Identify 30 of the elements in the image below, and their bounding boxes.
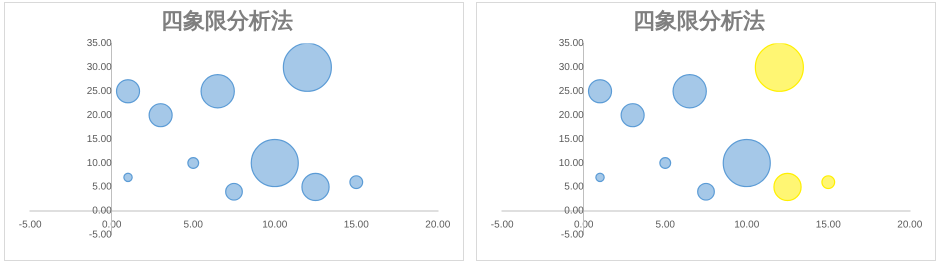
x-tick-label: 5.00	[184, 220, 204, 231]
x-tick-label: -5.00	[18, 220, 42, 231]
chart-title: 四象限分析法	[161, 8, 293, 34]
x-tick-label: 20.00	[425, 220, 451, 231]
chart-title: 四象限分析法	[633, 8, 765, 34]
y-tick-label: 10.00	[558, 158, 584, 169]
y-tick-label: 35.00	[86, 38, 112, 50]
y-tick-label: 0.00	[92, 206, 112, 217]
y-tick-label: 25.00	[86, 86, 112, 97]
y-tick-label: 5.00	[564, 182, 584, 193]
x-tick-label: 15.00	[344, 220, 370, 231]
x-tick-label: -5.00	[490, 220, 514, 231]
x-tick-label: 5.00	[656, 220, 676, 231]
y-tick-label: -5.00	[88, 230, 112, 241]
x-tick-label: 20.00	[897, 220, 923, 231]
y-tick-label: 25.00	[558, 86, 584, 97]
y-tick-label: 5.00	[92, 182, 112, 193]
x-tick-label: 10.00	[734, 220, 760, 231]
y-tick-label: 20.00	[558, 110, 584, 121]
x-tick-label: 10.00	[262, 220, 288, 231]
x-tick-label: 15.00	[816, 220, 842, 231]
y-tick-label: 30.00	[86, 62, 112, 74]
y-tick-label: 10.00	[86, 158, 112, 169]
y-tick-label: 0.00	[564, 206, 584, 217]
y-tick-label: 15.00	[558, 134, 584, 145]
y-tick-label: 15.00	[86, 134, 112, 145]
y-tick-label: 20.00	[86, 110, 112, 121]
y-tick-label: -5.00	[560, 230, 584, 241]
y-tick-label: 30.00	[558, 62, 584, 74]
y-tick-label: 35.00	[558, 38, 584, 50]
